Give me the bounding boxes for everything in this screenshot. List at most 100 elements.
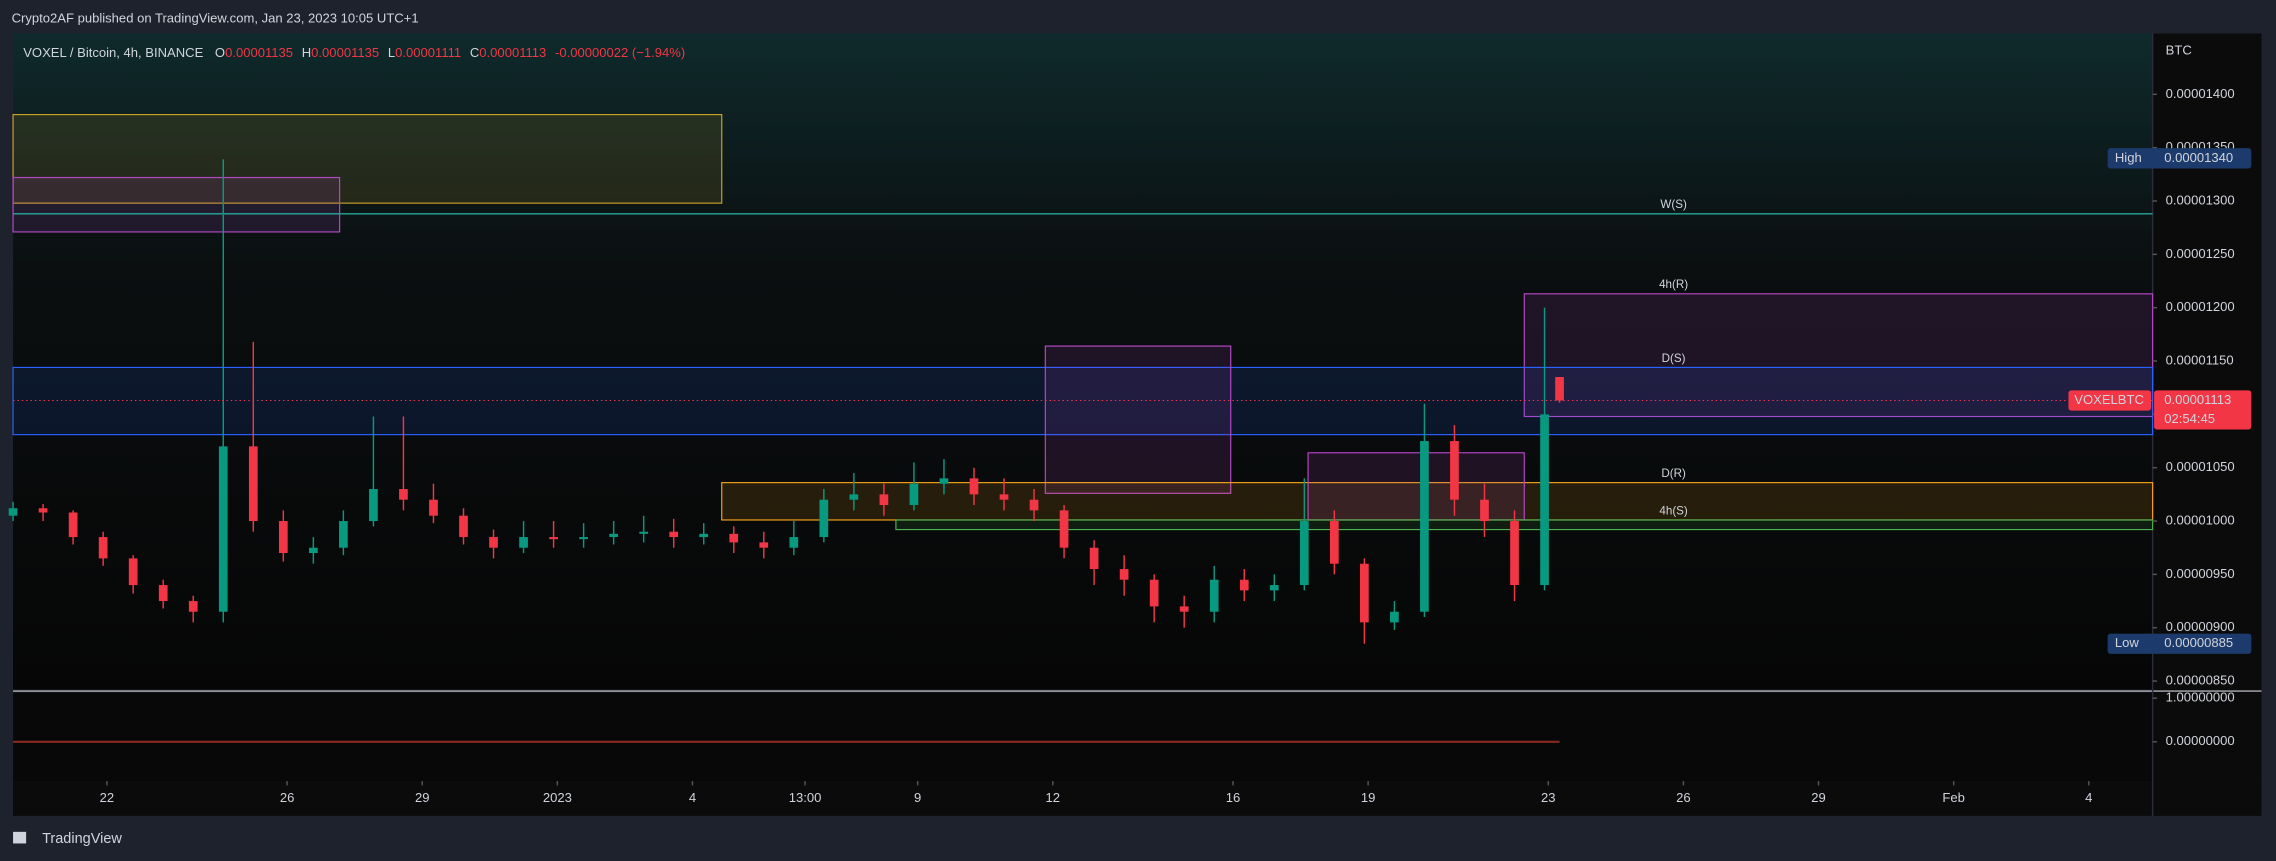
zone-label: 4h(R) [1659,278,1688,291]
candle-body [278,521,288,554]
zone [12,366,2154,436]
candle-body [609,533,618,538]
candle-body [188,601,198,612]
time-axis [13,781,2262,816]
zone [12,114,723,204]
candle-body [699,533,709,538]
legend-key: H [302,45,311,60]
zone-label: D(R) [1661,467,1686,480]
candle-body [579,537,588,540]
marker-value: 0.00001340 [2164,150,2233,165]
plot-area [13,33,2153,690]
y-tick-label: 0.00001150 [2166,352,2234,367]
x-tick-label: 13:00 [789,790,822,805]
legend: VOXEL / Bitcoin, 4h, BINANCE O0.00001135 H… [23,45,685,60]
candle-body [999,494,1009,500]
candle-body [459,515,468,538]
candle-body [98,537,108,559]
candle-body [969,478,979,495]
candle-body [549,537,558,540]
symbol-box [2068,390,2152,411]
indicator-tick-label: 1.00000000 [2166,690,2235,705]
candle-body [1480,499,1489,522]
legend-value: 0.00001111 [395,45,461,60]
candle-body [939,478,949,484]
legend-key: O [215,45,225,60]
y-tick-label: 0.00000850 [2166,673,2235,688]
legend-value: 0.00001135 [311,45,379,60]
candle-body [759,542,769,548]
candle-body [879,494,889,506]
zone-label: W(S) [1660,198,1687,211]
y-tick-label: 0.00000900 [2166,619,2235,634]
candle-body [489,537,498,548]
candle-body [909,483,919,506]
y-tick-label: 0.00001200 [2166,299,2235,314]
zone-label: D(S) [1662,352,1686,365]
y-tick-label: 0.00001400 [2166,86,2235,101]
brand: TradingView [42,831,122,847]
candle-body [1239,579,1249,591]
x-tick-label: 9 [914,790,921,805]
candle-body [1510,521,1519,586]
candle-body [1329,521,1339,564]
candle-body [1299,521,1309,586]
candle-body [729,533,739,543]
unit-label: BTC [2166,42,2192,57]
zone [12,176,341,233]
x-tick-label: Feb [1942,790,1964,805]
candle-body [1089,547,1099,570]
zone [895,519,2154,531]
candle-body [1059,510,1069,548]
x-tick-label: 22 [100,790,115,805]
candle-body [1149,579,1159,607]
legend-title: VOXEL / Bitcoin, 4h, BINANCE [23,45,203,60]
candle-body [1269,585,1279,591]
x-tick-label: 4 [2085,790,2092,805]
y-tick-label: 0.00001000 [2166,512,2235,527]
candle-body [248,446,258,522]
candle-body [158,585,168,602]
zone-label: 4h(S) [1659,504,1688,517]
candle-body [128,558,138,586]
symbol-label: VOXELBTC [2074,392,2144,407]
zone [721,482,2154,521]
legend-change: -0.00000022 (−1.94%) [555,45,685,60]
last-price-box [2154,390,2252,430]
x-tick-label: 26 [1676,790,1691,805]
x-tick-label: 2023 [543,790,572,805]
indicator-pane [13,692,2153,782]
zone [1307,452,1525,521]
zone [1044,345,1232,494]
candle-body [369,489,378,522]
x-tick-label: 19 [1361,790,1376,805]
candle-body [399,489,408,500]
candle-body [1119,569,1129,580]
x-tick-label: 4 [689,790,696,805]
candle-body [849,494,859,500]
zone [1523,293,2154,418]
candle-body [339,521,348,548]
countdown: 02:54:45 [2164,411,2215,426]
y-tick-label: 0.00001050 [2166,459,2235,474]
candle-body [38,508,48,513]
candle-body [519,537,528,548]
candle-body [819,499,829,538]
candle-body [1179,606,1189,612]
y-tick-label: 0.00000950 [2166,566,2235,581]
marker-box [2107,148,2252,169]
last-price-label: 0.00001113 [2164,392,2231,407]
candle-body [1450,441,1459,500]
x-tick-label: 12 [1046,790,1061,805]
legend-value: 0.00001135 [225,45,293,60]
legend-value: 0.00001113 [479,45,546,60]
indicator-tick-label: 0.00000000 [2166,733,2235,748]
x-tick-label: 26 [280,790,295,805]
brand-logo [13,831,27,844]
y-tick-label: 0.00001250 [2166,246,2235,261]
marker-value: 0.00000885 [2164,635,2233,650]
marker-box [2107,633,2252,654]
marker-name: High [2115,150,2142,165]
y-tick-label: 0.00001300 [2166,192,2235,207]
